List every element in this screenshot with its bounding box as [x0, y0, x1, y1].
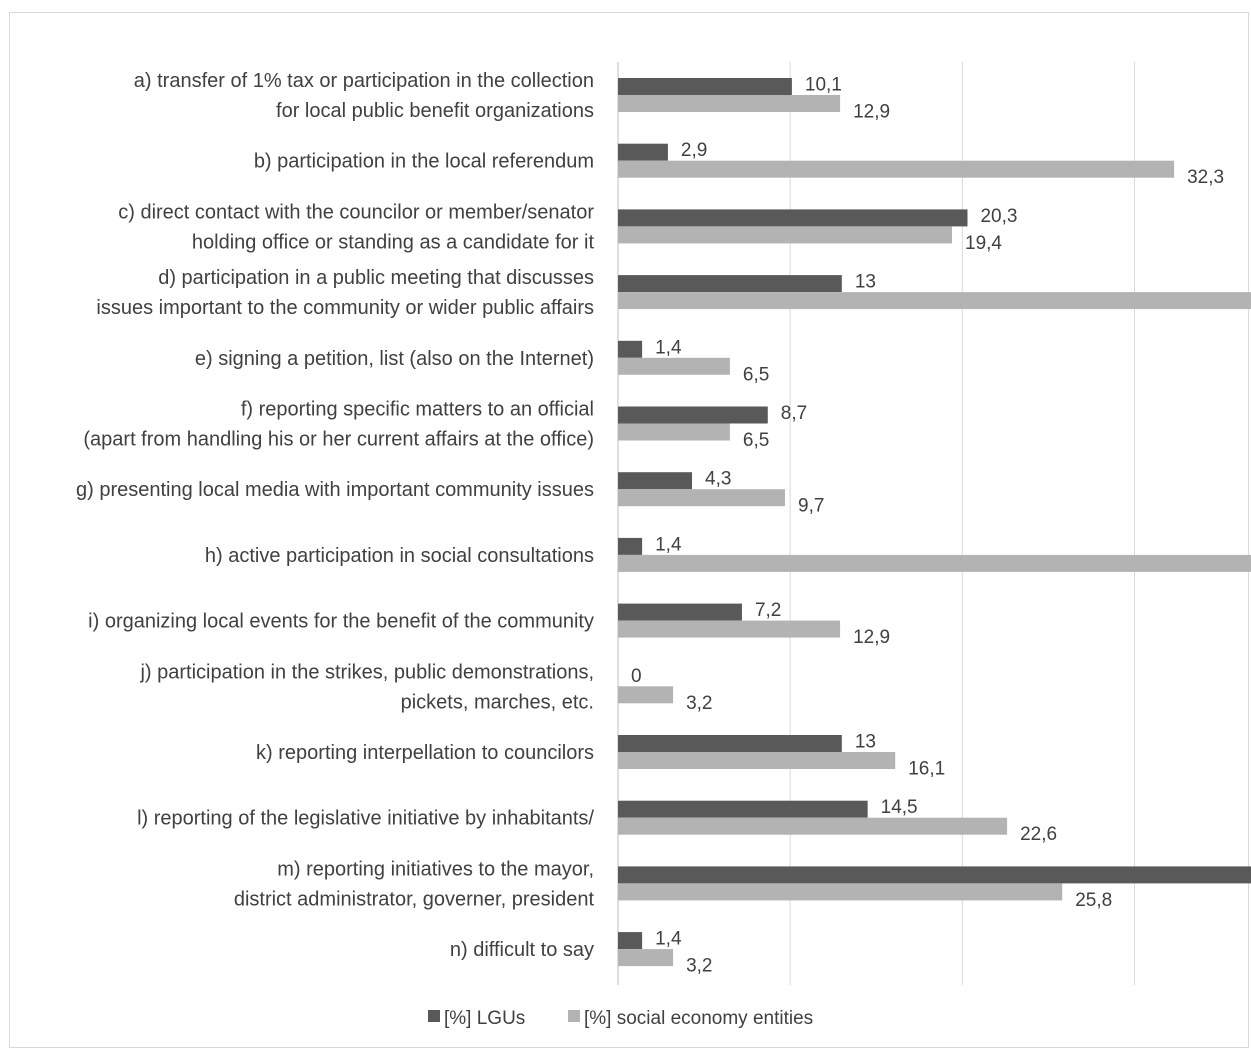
bar-social-economy — [618, 160, 1175, 178]
category-label: f) reporting specific matters to an offi… — [83, 399, 594, 451]
category-label: i) organizing local events for the benef… — [88, 611, 594, 633]
category-label: a) transfer of 1% tax or participation i… — [134, 70, 594, 122]
category-label-line: district administrator, governer, presid… — [234, 888, 595, 910]
legend: [%] LGUs [%] social economy entities — [428, 1008, 813, 1029]
category-label-line: n) difficult to say — [450, 939, 594, 961]
bar-lgus — [618, 800, 868, 818]
category-label-line: b) participation in the local referendum — [254, 151, 594, 173]
data-label: 1,4 — [655, 534, 682, 555]
bar-lgus — [618, 209, 968, 227]
legend-label: [%] LGUs — [444, 1008, 525, 1029]
bar-lgus — [618, 537, 643, 555]
bar-social-economy — [618, 489, 786, 507]
bar-lgus — [618, 866, 1251, 884]
data-label: 4,3 — [705, 469, 731, 490]
category-label-line: h) active participation in social consul… — [205, 545, 594, 567]
category-label-line: d) participation in a public meeting tha… — [158, 267, 594, 289]
data-label: 9,7 — [798, 496, 824, 517]
data-label: 20,3 — [980, 206, 1017, 227]
bar-social-economy — [618, 752, 896, 769]
data-label: 0 — [631, 666, 642, 687]
bar-lgus — [618, 406, 768, 424]
data-label: 16,1 — [908, 759, 945, 780]
category-label-line: issues important to the community or wid… — [96, 297, 594, 319]
bar-lgus — [618, 143, 668, 161]
bar-social-economy — [618, 883, 1063, 901]
bar-social-economy — [618, 949, 674, 967]
data-label: 13 — [855, 732, 876, 753]
category-label-line: l) reporting of the legislative initiati… — [137, 808, 594, 830]
category-label: k) reporting interpellation to councilor… — [256, 742, 594, 764]
bar-social-economy — [618, 423, 730, 441]
data-label: 6,5 — [743, 364, 769, 385]
category-label-line: pickets, marches, etc. — [401, 691, 594, 713]
category-label-line: m) reporting initiatives to the mayor, — [277, 858, 594, 880]
legend-swatch — [428, 1010, 440, 1022]
value-labels: 10,112,92,932,320,319,41351,61,46,58,76,… — [631, 75, 1224, 977]
chart-frame — [9, 12, 1249, 1048]
bar-lgus — [618, 472, 693, 490]
category-label-line: c) direct contact with the councilor or … — [118, 201, 594, 223]
gridlines — [617, 62, 1135, 985]
bar-social-economy — [618, 357, 730, 375]
bar-lgus — [618, 603, 742, 621]
category-label-line: f) reporting specific matters to an offi… — [241, 399, 594, 421]
category-label-line: holding office or standing as a candidat… — [192, 231, 595, 253]
category-label: b) participation in the local referendum — [254, 151, 594, 173]
data-label: 19,4 — [965, 233, 1002, 254]
category-label: n) difficult to say — [450, 939, 594, 961]
category-label: h) active participation in social consul… — [205, 545, 594, 567]
category-label: l) reporting of the legislative initiati… — [137, 808, 594, 830]
bar-social-economy — [618, 620, 841, 638]
bar-lgus — [618, 932, 643, 950]
bar-social-economy — [618, 817, 1008, 835]
data-label: 8,7 — [781, 403, 807, 424]
category-label: g) presenting local media with important… — [76, 479, 594, 501]
category-label: j) participation in the strikes, public … — [139, 661, 594, 713]
bar-social-economy — [618, 686, 674, 704]
bar-lgus — [618, 275, 842, 293]
data-label: 3,2 — [686, 956, 712, 977]
category-label: d) participation in a public meeting tha… — [96, 267, 594, 319]
data-label: 22,6 — [1020, 824, 1057, 845]
data-label: 3,2 — [686, 693, 712, 714]
category-label-line: for local public benefit organizations — [276, 100, 594, 122]
category-label-line: g) presenting local media with important… — [76, 479, 594, 501]
data-label: 1,4 — [655, 929, 682, 950]
bar-lgus — [618, 735, 842, 752]
bar-social-economy — [618, 95, 841, 112]
legend-label: [%] social economy entities — [584, 1008, 813, 1029]
data-label: 13 — [855, 272, 876, 293]
data-label: 14,5 — [881, 797, 918, 818]
bar-social-economy — [618, 292, 1251, 310]
data-label: 12,9 — [853, 627, 890, 648]
category-label: c) direct contact with the councilor or … — [118, 201, 594, 253]
legend-swatch — [568, 1010, 580, 1022]
category-label-line: k) reporting interpellation to councilor… — [256, 742, 594, 764]
data-label: 1,4 — [655, 337, 682, 358]
bar-social-economy — [618, 554, 1251, 572]
data-label: 12,9 — [853, 102, 890, 123]
data-label: 6,5 — [743, 430, 769, 451]
category-label-line: a) transfer of 1% tax or participation i… — [134, 70, 594, 92]
data-label: 7,2 — [755, 600, 781, 621]
bar-lgus — [618, 78, 792, 95]
category-label-line: (apart from handling his or her current … — [83, 429, 594, 451]
bar-lgus — [618, 340, 643, 358]
category-labels: a) transfer of 1% tax or participation i… — [76, 70, 594, 961]
data-label: 10,1 — [805, 75, 842, 96]
category-label-line: e) signing a petition, list (also on the… — [195, 348, 594, 370]
data-label: 25,8 — [1075, 890, 1112, 911]
category-label-line: i) organizing local events for the benef… — [88, 611, 594, 633]
bar-social-economy — [618, 226, 953, 244]
category-label-line: j) participation in the strikes, public … — [139, 661, 594, 683]
data-label: 2,9 — [681, 140, 707, 161]
category-label: m) reporting initiatives to the mayor, di… — [234, 858, 595, 910]
data-label: 32,3 — [1187, 167, 1224, 188]
category-label: e) signing a petition, list (also on the… — [195, 348, 594, 370]
bars — [618, 78, 1251, 967]
